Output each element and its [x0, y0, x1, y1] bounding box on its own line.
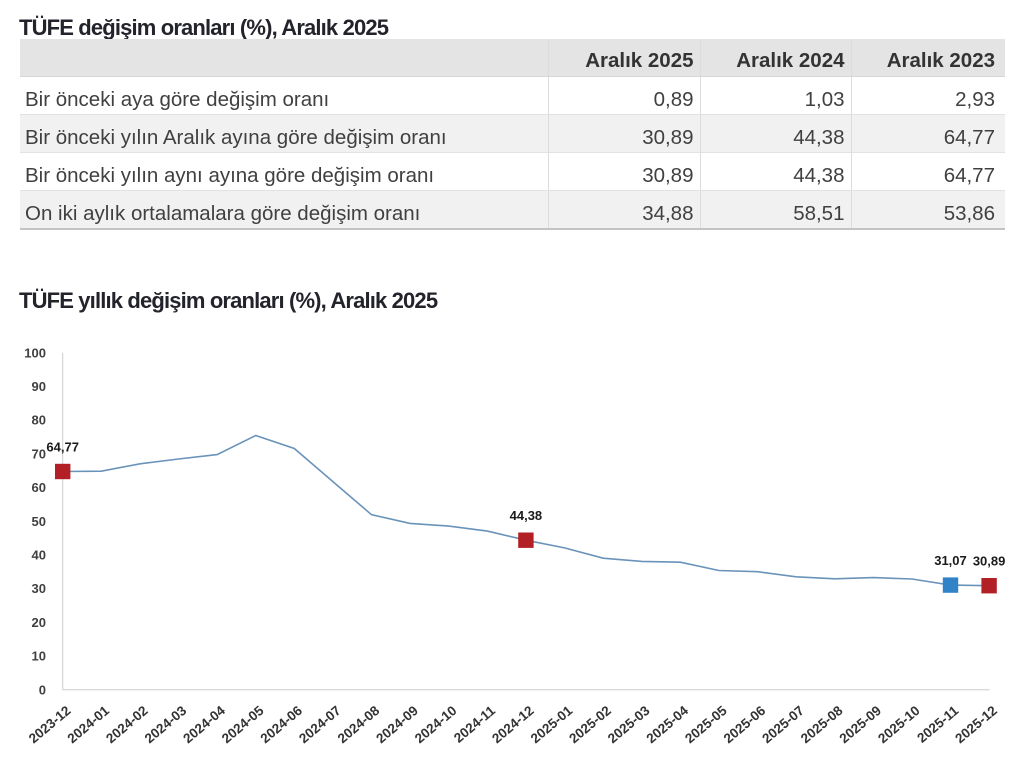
- svg-text:2025-01: 2025-01: [528, 702, 576, 746]
- svg-text:2025-03: 2025-03: [605, 702, 653, 746]
- svg-text:2024-11: 2024-11: [451, 702, 498, 745]
- svg-text:2024-05: 2024-05: [219, 702, 267, 746]
- svg-text:30: 30: [32, 581, 46, 596]
- svg-text:40: 40: [32, 548, 46, 563]
- svg-text:2024-08: 2024-08: [335, 702, 383, 746]
- svg-text:2023-12: 2023-12: [26, 703, 74, 746]
- svg-text:10: 10: [32, 649, 46, 664]
- svg-text:100: 100: [24, 345, 46, 360]
- svg-text:64,77: 64,77: [46, 440, 79, 455]
- svg-text:2024-04: 2024-04: [180, 702, 228, 746]
- svg-text:80: 80: [32, 413, 46, 428]
- svg-text:2024-07: 2024-07: [296, 703, 344, 746]
- svg-text:2024-03: 2024-03: [142, 702, 190, 746]
- svg-text:2025-10: 2025-10: [875, 703, 923, 746]
- svg-text:50: 50: [32, 514, 46, 529]
- svg-text:2024-09: 2024-09: [373, 703, 421, 746]
- svg-text:30,89: 30,89: [973, 554, 1006, 569]
- svg-text:2025-06: 2025-06: [721, 702, 769, 746]
- svg-text:20: 20: [32, 615, 46, 630]
- svg-text:31,07: 31,07: [934, 553, 967, 568]
- svg-text:2025-02: 2025-02: [566, 703, 614, 746]
- svg-text:2024-10: 2024-10: [412, 703, 460, 746]
- svg-text:2025-08: 2025-08: [798, 702, 846, 746]
- svg-text:2024-12: 2024-12: [489, 703, 537, 746]
- svg-text:44,38: 44,38: [510, 508, 543, 523]
- svg-text:2024-02: 2024-02: [103, 703, 151, 746]
- svg-text:90: 90: [32, 379, 46, 394]
- svg-text:2025-11: 2025-11: [914, 702, 961, 745]
- svg-text:70: 70: [32, 446, 46, 461]
- svg-text:2025-04: 2025-04: [644, 702, 692, 746]
- svg-text:0: 0: [39, 682, 46, 697]
- svg-text:60: 60: [32, 480, 46, 495]
- svg-text:2025-05: 2025-05: [682, 702, 730, 746]
- svg-text:2024-06: 2024-06: [258, 702, 306, 746]
- svg-text:2025-07: 2025-07: [759, 703, 807, 746]
- svg-text:2025-09: 2025-09: [837, 703, 885, 746]
- svg-text:2024-01: 2024-01: [65, 702, 113, 746]
- svg-text:2025-12: 2025-12: [952, 703, 1000, 746]
